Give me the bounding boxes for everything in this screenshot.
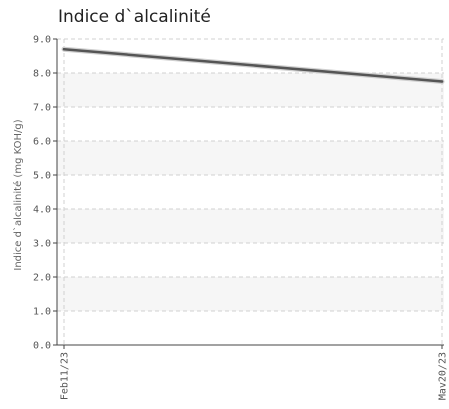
x-tick-labels: Feb11/23 Mav20/23 (60, 352, 449, 400)
y-tick-label: 1.0 (33, 307, 51, 318)
y-tick-label: 8.0 (33, 69, 51, 80)
y-tick-labels: 0.0 1.0 2.0 3.0 4.0 5.0 6.0 7.0 8.0 9.0 (33, 35, 51, 352)
axes (53, 38, 444, 349)
data-point (62, 48, 66, 51)
y-axis-title: Indice d`alcalinité (mg KOH/g) (12, 119, 24, 270)
y-tick-label: 0.0 (33, 341, 51, 352)
background-bands (57, 73, 444, 311)
y-tick-label: 9.0 (33, 35, 51, 46)
background-band (57, 209, 444, 243)
series-line (62, 47, 444, 83)
data-point (440, 80, 444, 83)
x-tick-label: Feb11/23 (60, 352, 71, 400)
y-tick-label: 6.0 (33, 137, 51, 148)
y-tick-label: 5.0 (33, 171, 51, 182)
y-tick-label: 2.0 (33, 273, 51, 284)
x-tick-label: Mav20/23 (438, 352, 449, 400)
y-tick-label: 4.0 (33, 205, 51, 216)
chart-title: Indice d`alcalinité (58, 7, 211, 27)
y-tick-label: 3.0 (33, 239, 51, 250)
y-tick-label: 7.0 (33, 103, 51, 114)
gridlines (57, 38, 444, 345)
background-band (57, 141, 444, 175)
background-band (57, 277, 444, 311)
series-group (61, 46, 445, 84)
